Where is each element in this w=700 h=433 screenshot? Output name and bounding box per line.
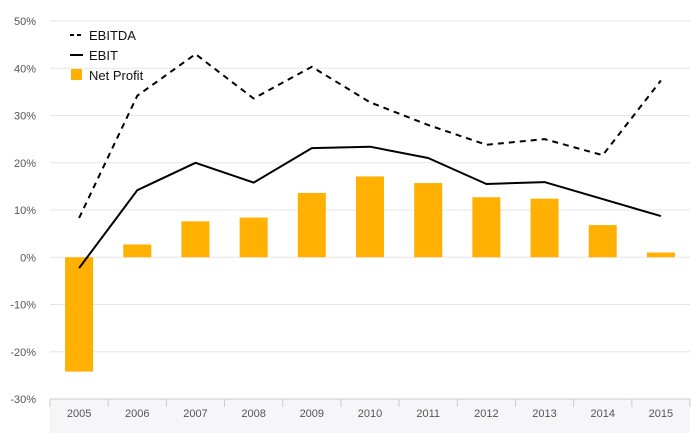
bar-net-profit-2005: [65, 257, 94, 372]
bar-net-profit-2014: [588, 225, 617, 258]
line-series: [78, 53, 662, 269]
y-tick-label: 10%: [14, 205, 36, 217]
legend-label: Net Profit: [89, 68, 144, 83]
x-tick-label: 2007: [183, 408, 207, 420]
x-axis: 2005 2006 2007 2008 2009 2010 2011 2012 2013 2014…: [49, 398, 691, 420]
legend-label: EBIT: [89, 48, 118, 63]
y-tick-label: -20%: [10, 347, 36, 359]
y-tick-label: -30%: [10, 394, 36, 406]
legend: EBITDA EBIT Net Profit: [70, 28, 144, 83]
bar-net-profit-2015: [646, 252, 675, 258]
x-tick-label: 2012: [474, 408, 498, 420]
bar-series: [65, 176, 675, 372]
line-ebit: [78, 145, 662, 269]
bar-net-profit-2009: [297, 192, 326, 258]
bar-net-profit-2011: [414, 183, 443, 258]
y-tick-label: -10%: [10, 300, 36, 312]
bar-net-profit-2013: [530, 198, 559, 258]
legend-label: EBITDA: [89, 28, 136, 43]
y-axis-ticks: 50% 40% 30% 20% 10% 0% -10% -20% -30%: [10, 16, 36, 406]
bar-net-profit-2008: [239, 217, 268, 258]
line-ebitda: [78, 53, 662, 219]
x-tick-label: 2009: [300, 408, 324, 420]
x-tick-label: 2010: [358, 408, 382, 420]
x-tick-label: 2015: [649, 408, 673, 420]
x-tick-label: 2008: [241, 408, 265, 420]
y-tick-label: 0%: [20, 252, 36, 264]
y-tick-label: 30%: [14, 111, 36, 123]
x-tick-label: 2006: [125, 408, 149, 420]
y-tick-label: 20%: [14, 158, 36, 170]
legend-swatch-net-profit: [71, 69, 82, 80]
bar-net-profit-2012: [472, 197, 501, 258]
y-tick-label: 40%: [14, 63, 36, 75]
bar-net-profit-2006: [123, 244, 152, 258]
x-axis-band: [50, 399, 690, 433]
x-tick-label: 2005: [67, 408, 91, 420]
x-tick-label: 2011: [416, 408, 440, 420]
bar-net-profit-2007: [181, 221, 210, 258]
x-tick-label: 2013: [532, 408, 556, 420]
bar-net-profit-2010: [356, 176, 384, 258]
y-tick-label: 50%: [14, 16, 36, 28]
x-tick-label: 2014: [590, 408, 614, 420]
